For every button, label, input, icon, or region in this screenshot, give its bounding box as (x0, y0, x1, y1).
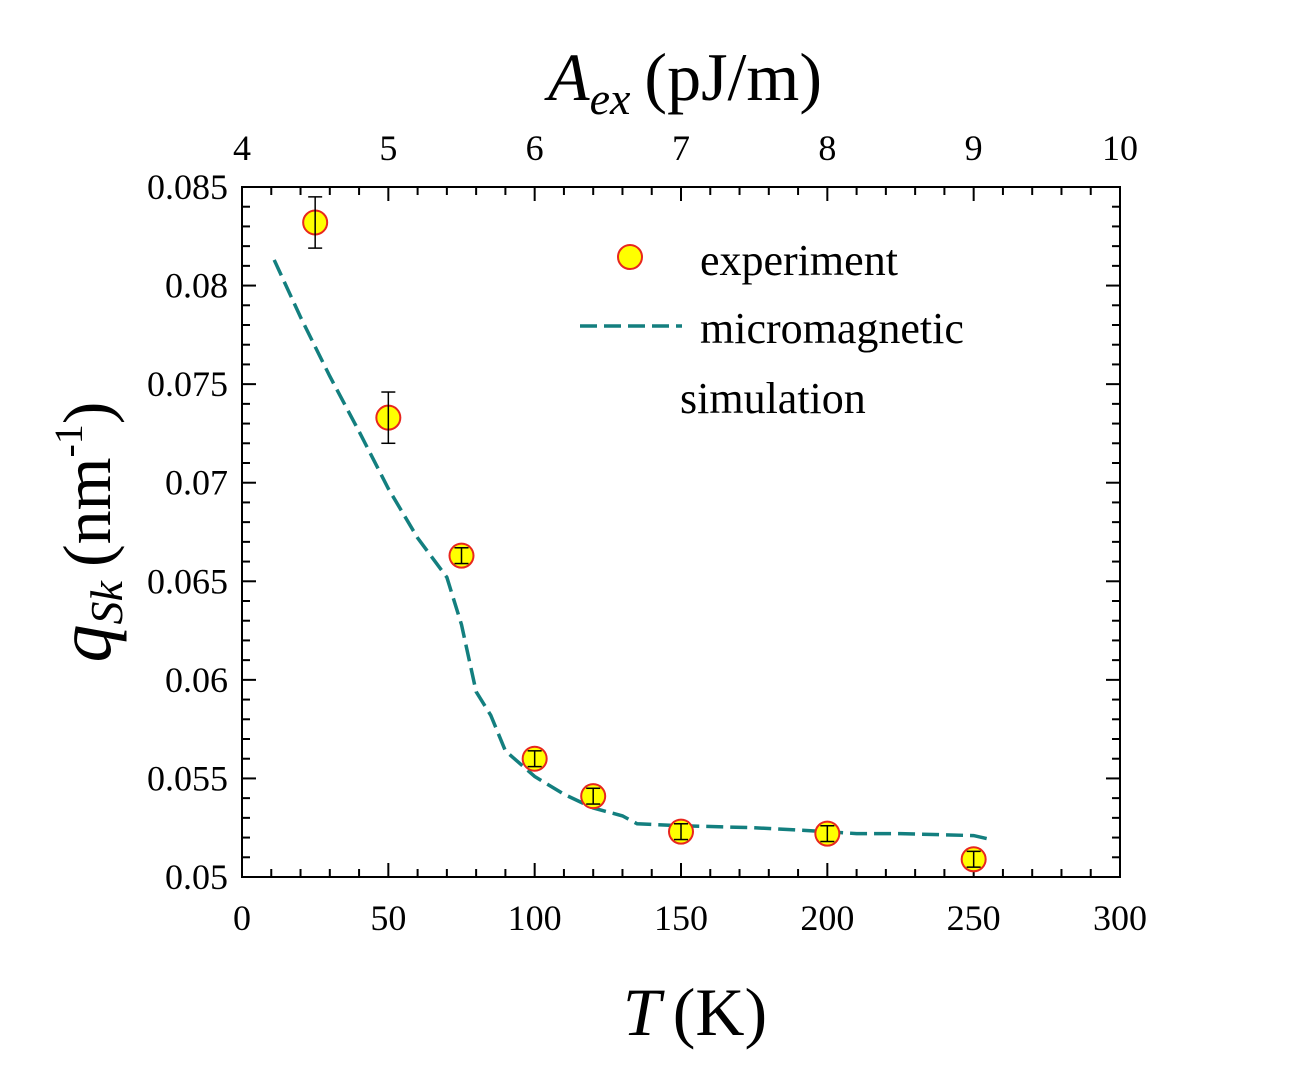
bottom-tick-label: 50 (370, 898, 406, 938)
left-tick-label: 0.085 (147, 167, 228, 207)
left-tick-label: 0.055 (147, 758, 228, 798)
experiment-point (960, 846, 987, 873)
left-tick-label: 0.06 (165, 660, 228, 700)
left-tick-label: 0.05 (165, 857, 228, 897)
bottom-tick-label: 200 (800, 898, 854, 938)
experiment-point (814, 820, 841, 847)
top-tick-label: 10 (1102, 128, 1138, 168)
left-tick-label: 0.075 (147, 364, 228, 404)
legend-experiment-label: experiment (700, 236, 898, 285)
left-axis-title: qSk(nm-1) (43, 402, 132, 663)
legend-experiment-marker (617, 244, 643, 270)
bottom-tick-label: 150 (654, 898, 708, 938)
top-tick-label: 4 (233, 128, 251, 168)
tick-marks (241, 186, 1121, 878)
top-axis-title: Aex (pJ/m) (544, 39, 822, 124)
top-tick-label: 7 (672, 128, 690, 168)
tick-labels: 0 50 100 150 200 250 300 4 5 6 7 8 9 10 0.05 0.055 0.06 0… (147, 128, 1147, 938)
bottom-tick-label: 100 (508, 898, 562, 938)
top-tick-label: 6 (526, 128, 544, 168)
top-tick-label: 8 (818, 128, 836, 168)
bottom-tick-label: 300 (1093, 898, 1147, 938)
legend-simulation-label-line2: simulation (680, 374, 866, 423)
experiment-point (302, 196, 329, 249)
left-tick-label: 0.065 (147, 561, 228, 601)
legend-simulation-label-line1: micromagnetic (700, 304, 964, 353)
experiment-series (302, 196, 987, 873)
experiment-point (521, 745, 548, 772)
left-tick-label: 0.08 (165, 266, 228, 306)
bottom-tick-label: 0 (233, 898, 251, 938)
experiment-point (580, 783, 607, 810)
top-tick-label: 9 (965, 128, 983, 168)
experiment-point (448, 542, 475, 569)
top-tick-label: 5 (379, 128, 397, 168)
bottom-tick-label: 250 (947, 898, 1001, 938)
bottom-axis-title: T (K) (623, 974, 767, 1050)
experiment-point (668, 818, 694, 845)
experiment-point (375, 391, 402, 445)
left-tick-label: 0.07 (165, 463, 228, 503)
plot-frame (241, 186, 1121, 878)
legend: experiment micromagnetic simulation (580, 236, 964, 423)
